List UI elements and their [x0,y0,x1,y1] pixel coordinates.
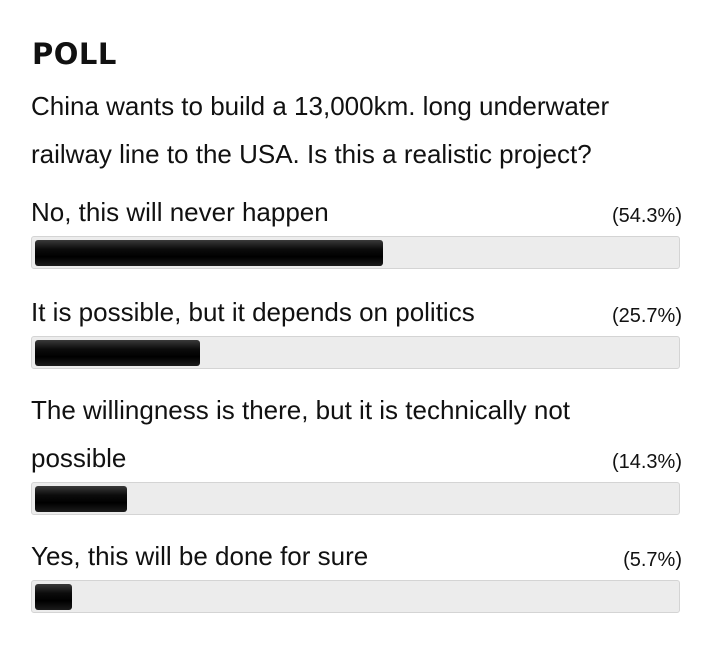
poll-option-percent: (54.3%) [611,205,682,227]
poll-option-bar-fill [35,340,200,366]
poll-option-label: The willingness is there, but it is tech… [31,395,571,473]
poll-option-percent: (25.7%) [611,305,682,327]
poll-option[interactable]: No, this will never happen (54.3%) [31,188,682,274]
poll-question: China wants to build a 13,000km. long un… [31,91,610,169]
poll-option-bar-fill [35,584,72,610]
poll-option[interactable]: The willingness is there, but it is tech… [31,386,682,520]
poll-option-label: It is possible, but it depends on politi… [31,297,475,327]
poll-option-label: No, this will never happen [31,197,329,227]
poll-option[interactable]: Yes, this will be done for sure (5.7%) [31,532,682,618]
poll-option-label: Yes, this will be done for sure [31,541,369,571]
poll-option-percent: (5.7%) [623,549,682,571]
poll-option-bar-track [31,236,680,269]
poll-title: POLL [32,37,117,71]
poll-option[interactable]: It is possible, but it depends on politi… [31,288,682,374]
poll-option-bar-fill [35,486,127,512]
poll-option-bar-track [31,336,680,369]
poll-option-bar-track [31,482,680,515]
poll-option-bar-track [31,580,680,613]
poll-option-percent: (14.3%) [611,451,682,473]
poll-option-bar-fill [35,240,383,266]
